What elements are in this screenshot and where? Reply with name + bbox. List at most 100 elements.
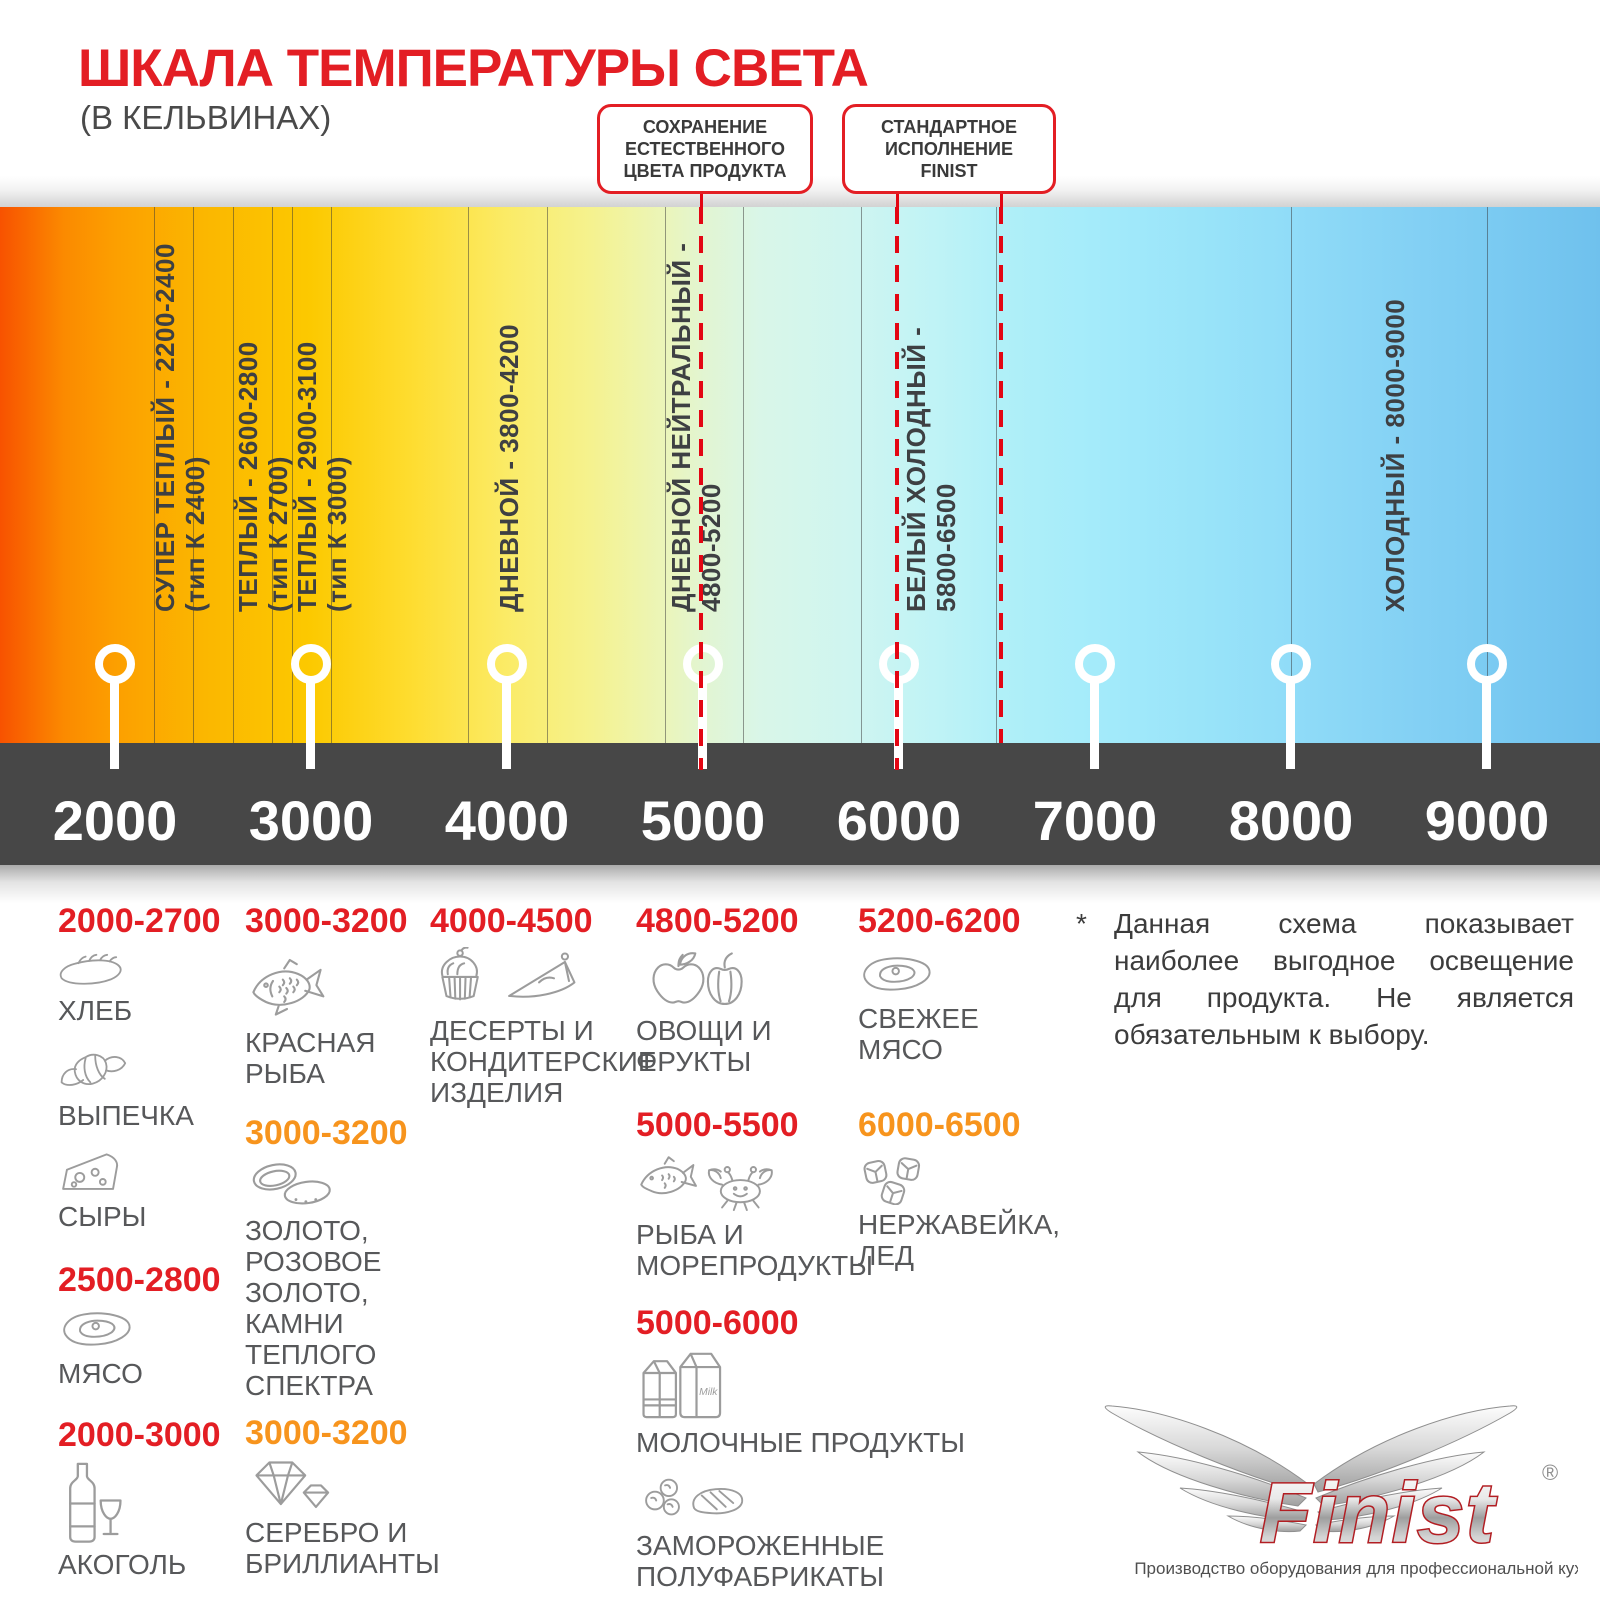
marker-stem	[502, 681, 511, 769]
logo-tagline: Производство оборудования для профессион…	[1134, 1559, 1578, 1578]
legend-column-1: 2000-2700 ХЛЕБ ВЫПЕЧКА СЫРЫ	[58, 903, 243, 1580]
legend-item-dairy: Milk МОЛОЧНЫЕ ПРОДУКТЫ	[636, 1345, 965, 1458]
marker-stem	[1286, 681, 1295, 769]
range-heading: 3000-3200	[245, 1414, 408, 1452]
finist-standard-dash-line	[999, 207, 1003, 743]
scale-marker-4000	[487, 644, 527, 684]
kelvin-axis-band	[0, 743, 1600, 865]
legend-item-silver-diamonds: СЕРЕБРО И БРИЛЛИАНТЫ	[245, 1455, 480, 1579]
zone-boundary-line	[861, 207, 862, 743]
axis-tick-4000: 4000	[444, 789, 570, 852]
zone-boundary-line	[665, 207, 666, 743]
marker-stem	[306, 681, 315, 769]
range-heading: 5000-6000	[636, 1304, 799, 1342]
zone-boundary-line	[468, 207, 469, 743]
frozen-icon	[645, 1478, 744, 1516]
axis-tick-8000: 8000	[1228, 789, 1354, 852]
range-heading: 5200-6200	[858, 902, 1021, 940]
vegetables-fruits-icon	[652, 952, 743, 1006]
legend-item-red-fish: КРАСНАЯ РЫБА	[245, 953, 480, 1089]
range-heading: 5000-5500	[636, 1106, 799, 1144]
zone-boundary-line	[743, 207, 744, 743]
desserts-icon	[440, 947, 576, 1001]
legend-item-fresh-meat: СВЕЖЕЕ МЯСО	[858, 951, 1058, 1065]
legend-item-frozen: ЗАМОРОЖЕННЫЕ ПОЛУФАБРИКАТЫ	[636, 1470, 926, 1592]
cheese-icon	[62, 1153, 119, 1190]
ice-icon	[863, 1157, 921, 1205]
zone-label-super-warm: СУПЕР ТЕПЛЫЙ - 2200-2400 (тип К 2400)	[150, 243, 210, 612]
zone-boundary-line	[1291, 207, 1292, 743]
legend-item-vegetables: ОВОЩИ И ФРУКТЫ	[636, 945, 926, 1077]
callout-finist-standard: СТАНДАРТНОЕ ИСПОЛНЕНИЕ FINIST	[842, 104, 1056, 194]
legend-item-meat: МЯСО	[58, 1306, 243, 1389]
legend-item-desserts: ДЕСЕРТЫ И КОНДИТЕРСКИЕ ИЗДЕЛИЯ	[430, 947, 657, 1108]
temperature-gradient-bar	[0, 207, 1600, 743]
alcohol-icon	[69, 1462, 122, 1543]
legend-item-pastry: ВЫПЕЧКА	[58, 1040, 243, 1131]
footnote-asterisk: *	[1076, 908, 1087, 939]
legend-item-bread: ХЛЕБ	[58, 951, 243, 1026]
range-heading: 4000-4500	[430, 902, 593, 940]
range-heading: 2000-3000	[58, 1416, 221, 1454]
range-heading: 4800-5200	[636, 902, 799, 940]
legend-item-alcohol: АКОГОЛЬ	[58, 1459, 243, 1580]
zone-boundary-line	[233, 207, 234, 743]
axis-tick-9000: 9000	[1424, 789, 1550, 852]
legend-item-gold: ЗОЛОТО, РОЗОВОЕ ЗОЛОТО, КАМНИ ТЕПЛОГО СП…	[245, 1157, 480, 1401]
scale-marker-3000	[291, 644, 331, 684]
callout-leader-line	[700, 188, 703, 207]
range-heading: 2000-2700	[58, 902, 221, 940]
range-heading: 6000-6500	[858, 1106, 1021, 1144]
natural-color-dash-line	[699, 207, 703, 770]
zone-boundary-line	[1487, 207, 1488, 743]
zone-label-warm-3000: ТЕПЛЫЙ - 2900-3100 (тип К 3000)	[292, 341, 352, 612]
zone-label-cold: ХОЛОДНЫЙ - 8000-9000	[1380, 298, 1410, 612]
zone-label-daylight: ДНЕВНОЙ - 3800-4200	[494, 323, 524, 612]
rings-icon	[252, 1163, 331, 1205]
croissant-icon	[60, 1053, 127, 1086]
legend-item-seafood: РЫБА И МОРЕПРОДУКТЫ	[636, 1149, 926, 1281]
legend-item-stainless-ice: НЕРЖАВЕЙКА, ЛЕД	[858, 1153, 1060, 1271]
scale-marker-5000	[683, 644, 723, 684]
range-heading: 2500-2800	[58, 1261, 221, 1299]
registered-mark-icon: ®	[1542, 1460, 1558, 1485]
page-subtitle: (В КЕЛЬВИНАХ)	[80, 99, 332, 136]
wings-icon	[1104, 1405, 1518, 1533]
meat-icon	[63, 1312, 131, 1346]
scale-marker-2000	[95, 644, 135, 684]
range-heading: 3000-3200	[245, 1114, 408, 1152]
legend-column-3: 4000-4500 ДЕСЕРТЫ И КОНДИТЕРСКИЕ ИЗДЕЛИЯ	[430, 902, 657, 1108]
marker-stem	[1482, 681, 1491, 769]
zone-boundary-line	[292, 207, 293, 743]
footnote-text: Данная схема показывает наиболее выгодно…	[1114, 908, 1574, 1050]
range-heading: 3000-3200	[245, 902, 408, 940]
axis-tick-7000: 7000	[1032, 789, 1158, 852]
scale-marker-6000	[879, 644, 919, 684]
zone-boundary-line	[193, 207, 194, 743]
finist-wordmark: Finist	[1260, 1466, 1497, 1560]
axis-tick-3000: 3000	[248, 789, 374, 852]
finist-logo: Finist ® Производство оборудования для п…	[1078, 1392, 1600, 1597]
zone-boundary-line	[272, 207, 273, 743]
legend-column-2: 3000-3200 КРАСНАЯ РЫБА 3000-3200	[245, 903, 480, 1579]
scale-marker-9000	[1467, 644, 1507, 684]
scale-marker-7000	[1075, 644, 1115, 684]
diamond-icon	[255, 1461, 330, 1509]
zone-boundary-line	[547, 207, 548, 743]
marker-stem	[1090, 681, 1099, 769]
legend-column-4: 4800-5200 ОВОЩИ И ФРУКТЫ 5000-5500	[636, 902, 965, 1592]
legend-item-cheese: СЫРЫ	[58, 1145, 243, 1232]
bottom-shadow-fade	[0, 865, 1600, 903]
footnote: * Данная схема показывает наиболее выгод…	[1076, 905, 1576, 1053]
zone-boundary-line	[154, 207, 155, 743]
axis-tick-6000: 6000	[836, 789, 962, 852]
callout-leader-line	[896, 188, 899, 207]
zone-label-cold-white: БЕЛЫЙ ХОЛОДНЫЙ -5800-6500	[901, 326, 961, 612]
zone-label-warm-2700: ТЕПЛЫЙ - 2600-2800 (тип К 2700)	[233, 341, 293, 612]
finist-standard-dash-line	[895, 207, 899, 770]
page-title: ШКАЛА ТЕМПЕРАТУРЫ СВЕТА	[78, 39, 869, 98]
legend-column-5: 5200-6200 СВЕЖЕЕ МЯСО 6000-6500 НЕРЖАВЕЙ…	[858, 902, 1060, 1271]
scale-marker-8000	[1271, 644, 1311, 684]
axis-tick-2000: 2000	[52, 789, 178, 852]
